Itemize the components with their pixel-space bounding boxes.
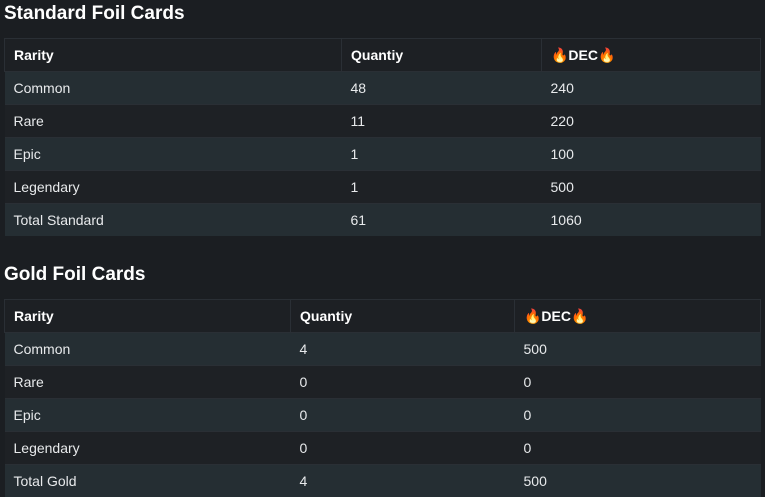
table-cell: Total Standard [5, 204, 342, 237]
table-cell: 4 [291, 333, 515, 366]
table-cell: 0 [291, 432, 515, 465]
table-cell: 100 [542, 138, 761, 171]
table-cell: 0 [291, 399, 515, 432]
table-cell: 61 [342, 204, 542, 237]
table-cell: 0 [515, 366, 761, 399]
table-cell: 500 [515, 465, 761, 497]
table-cell: 1 [342, 171, 542, 204]
table-cell: 11 [342, 105, 542, 138]
table-cell: 1 [342, 138, 542, 171]
section-title: Standard Foil Cards [0, 0, 765, 26]
column-header: Rarity [5, 300, 291, 333]
table-cell: 4 [291, 465, 515, 497]
table-cell: 500 [515, 333, 761, 366]
table-cell: 1060 [542, 204, 761, 237]
table-cell: 500 [542, 171, 761, 204]
table-cell: Total Gold [5, 465, 291, 497]
table-cell: Rare [5, 105, 342, 138]
table-cell: 0 [515, 399, 761, 432]
table-cell: Common [5, 333, 291, 366]
section-title: Gold Foil Cards [0, 261, 765, 287]
table-cell: Common [5, 72, 342, 105]
table-cell: Rare [5, 366, 291, 399]
column-header: Quantiy [291, 300, 515, 333]
table-cell: Legendary [5, 432, 291, 465]
table-cell: 0 [291, 366, 515, 399]
column-header: Rarity [5, 39, 342, 72]
table-cell: Epic [5, 138, 342, 171]
table-cell: 48 [342, 72, 542, 105]
table-cell: 220 [542, 105, 761, 138]
column-header: 🔥DEC🔥 [542, 39, 761, 72]
column-header: 🔥DEC🔥 [515, 300, 761, 333]
table-cell: 240 [542, 72, 761, 105]
column-header: Quantiy [342, 39, 542, 72]
table-cell: Epic [5, 399, 291, 432]
table-cell: Legendary [5, 171, 342, 204]
table-cell: 0 [515, 432, 761, 465]
